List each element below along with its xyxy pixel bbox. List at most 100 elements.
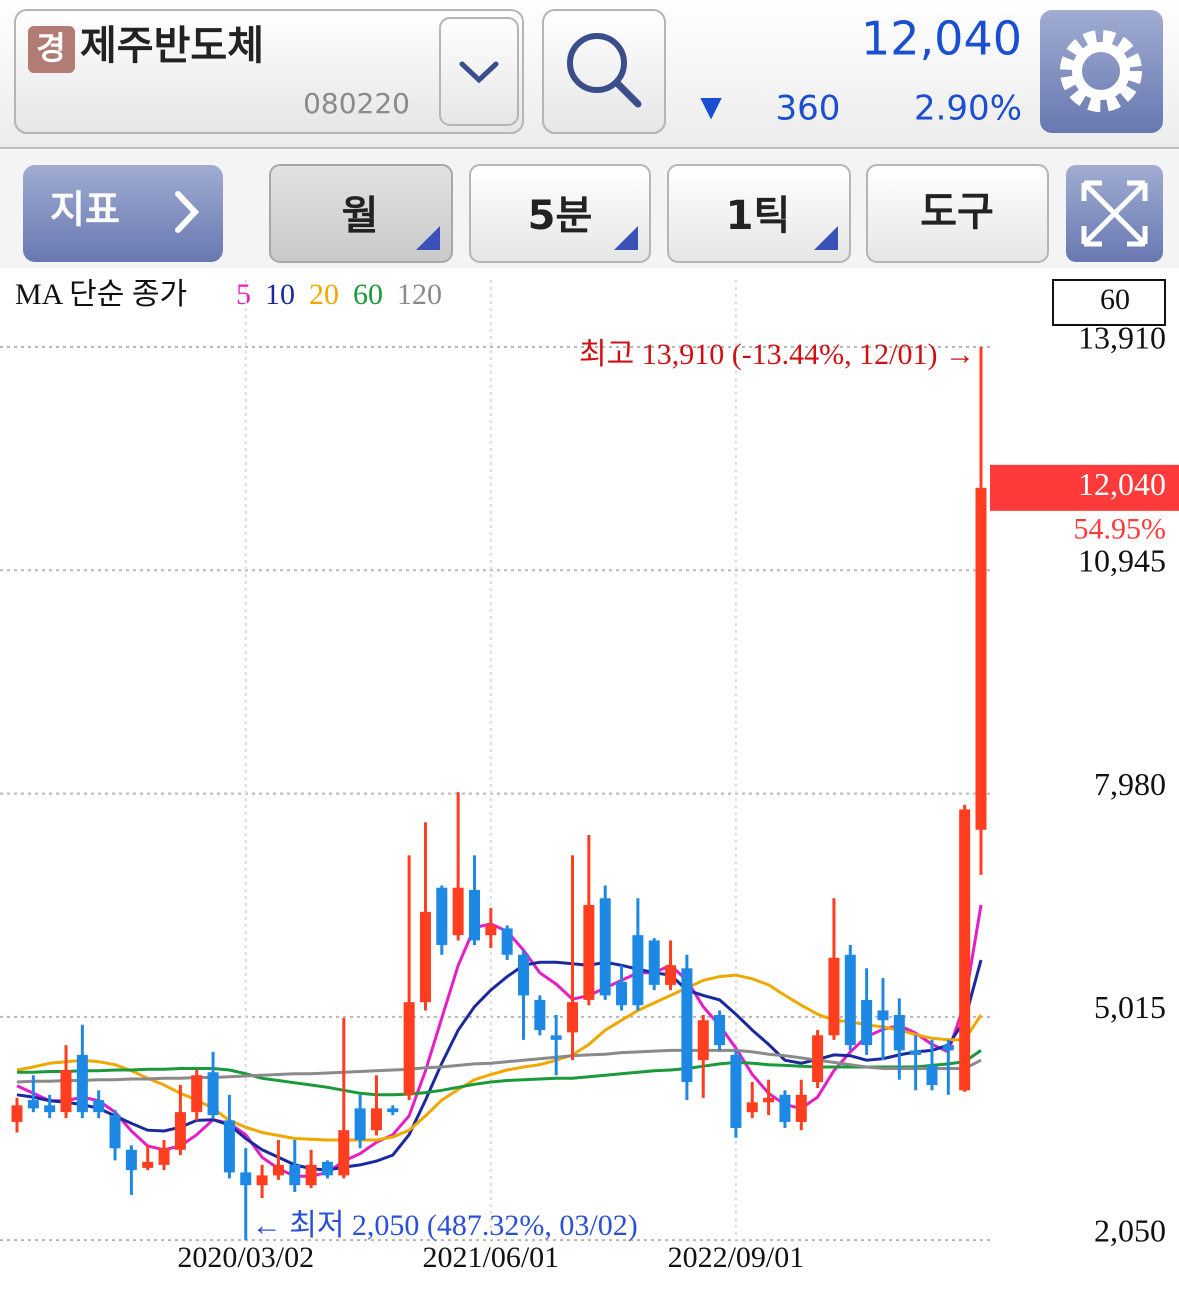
stock-selector[interactable]	[14, 9, 524, 134]
candle-body	[844, 954, 856, 1046]
count-box	[1052, 279, 1166, 326]
candle-body	[877, 1010, 889, 1021]
candle-body	[746, 1102, 758, 1113]
y-tick-label: 13,910	[1078, 319, 1166, 355]
candle-body	[11, 1105, 23, 1122]
candle-body	[76, 1054, 88, 1113]
candle-body	[763, 1097, 775, 1103]
candle-body	[60, 1069, 72, 1113]
candle-body	[289, 1164, 301, 1186]
high-annotation: 최고 13,910 (-13.44%, 12/01) →	[579, 338, 975, 371]
candle-body	[321, 1161, 333, 1176]
candle-body	[714, 1014, 726, 1046]
candle-body	[550, 1035, 562, 1040]
candle-body	[681, 968, 693, 1083]
last-price-label: 12,040	[1078, 466, 1166, 502]
y-tick-label: 7,980	[1094, 766, 1166, 802]
candle-body	[910, 1050, 922, 1055]
x-tick-label: 2021/06/01	[422, 1241, 559, 1274]
legend-entry: 20	[309, 278, 339, 311]
candle-body	[468, 889, 480, 941]
button-label: 도구	[920, 189, 994, 235]
candle-body	[387, 1108, 399, 1113]
last-price-box	[990, 464, 1179, 511]
candle-body	[44, 1105, 56, 1113]
settings-button[interactable]	[1040, 10, 1163, 133]
expand-icon	[1081, 180, 1148, 247]
candle-body	[795, 1094, 807, 1122]
y-tick-label: 2,050	[1094, 1213, 1166, 1249]
candle-body	[207, 1072, 219, 1116]
x-tick-label: 2020/03/02	[177, 1241, 314, 1274]
candle-body	[583, 905, 595, 1000]
candle-body	[812, 1035, 824, 1083]
candle-body	[485, 925, 497, 936]
candle-body	[501, 928, 513, 955]
candle-body	[256, 1175, 268, 1186]
candle-body	[354, 1108, 366, 1141]
candle-body	[567, 1002, 579, 1033]
change-amount: 360	[776, 89, 841, 129]
current-price: 12,040	[861, 12, 1022, 66]
ma-line	[16, 904, 983, 1178]
legend-title: MA 단순 종가	[15, 278, 187, 311]
legend-entry: 120	[397, 278, 442, 311]
badge	[28, 26, 75, 73]
candle-body	[730, 1054, 742, 1128]
candle-body	[272, 1164, 284, 1176]
candle-body	[452, 887, 464, 936]
candle-body	[174, 1112, 186, 1150]
legend-entry: 10	[265, 278, 295, 311]
button-label: 지표	[50, 188, 120, 232]
candle-body	[240, 1172, 252, 1186]
candle-body	[191, 1075, 203, 1113]
search-icon	[567, 33, 627, 93]
candle-body	[370, 1108, 382, 1131]
candle-body	[403, 1002, 415, 1095]
y-tick-label: 5,015	[1094, 989, 1166, 1025]
candle-body	[93, 1100, 105, 1113]
badge-text: 경	[36, 29, 65, 67]
candle-body	[109, 1115, 121, 1149]
indicator-button[interactable]	[23, 165, 223, 262]
gear-icon	[1072, 42, 1130, 100]
change-arrow: ▼	[700, 90, 722, 123]
candle-body	[518, 954, 530, 996]
tick-button[interactable]	[667, 164, 851, 263]
stock-code: 080220	[303, 87, 410, 120]
candle-body	[419, 911, 431, 1003]
search-icon-handle	[613, 79, 642, 108]
tools-button[interactable]	[866, 164, 1049, 263]
candle-body	[959, 809, 971, 1091]
candle-body	[27, 1100, 39, 1109]
candle-body	[142, 1161, 154, 1168]
gear-teeth	[1060, 30, 1142, 112]
last-change-label: 54.95%	[1074, 513, 1167, 546]
low-annotation: ← 최저 2,050 (487.32%, 03/02)	[252, 1209, 638, 1242]
search-button[interactable]	[542, 9, 666, 134]
candle-body	[305, 1164, 317, 1186]
candle-body	[436, 887, 448, 945]
dropdown-button[interactable]	[439, 17, 519, 126]
chevron-icon	[459, 61, 499, 84]
candle-body	[926, 1065, 938, 1086]
candle-body	[893, 1014, 905, 1051]
corner-marker	[814, 226, 838, 250]
visible-count: 60	[1100, 283, 1130, 316]
button-label: 1틱	[726, 193, 791, 239]
chart: MA 단순 종가 60 5 10 20 60 120 2,050 5,015 7,980 10,…	[0, 278, 1179, 1274]
legend-entry: 5	[236, 278, 251, 311]
candle-body	[861, 999, 873, 1046]
candle-body	[828, 957, 840, 1036]
ma-line	[16, 973, 983, 1142]
candle-body	[338, 1130, 350, 1176]
arrow-icon	[175, 191, 200, 233]
candle-body	[599, 898, 611, 996]
candle-body	[616, 981, 628, 1006]
corner-marker	[614, 226, 638, 250]
candle-body	[125, 1149, 137, 1171]
change-rate: 2.90%	[914, 89, 1022, 129]
interval-button[interactable]	[469, 164, 651, 263]
period-button[interactable]	[269, 164, 453, 263]
